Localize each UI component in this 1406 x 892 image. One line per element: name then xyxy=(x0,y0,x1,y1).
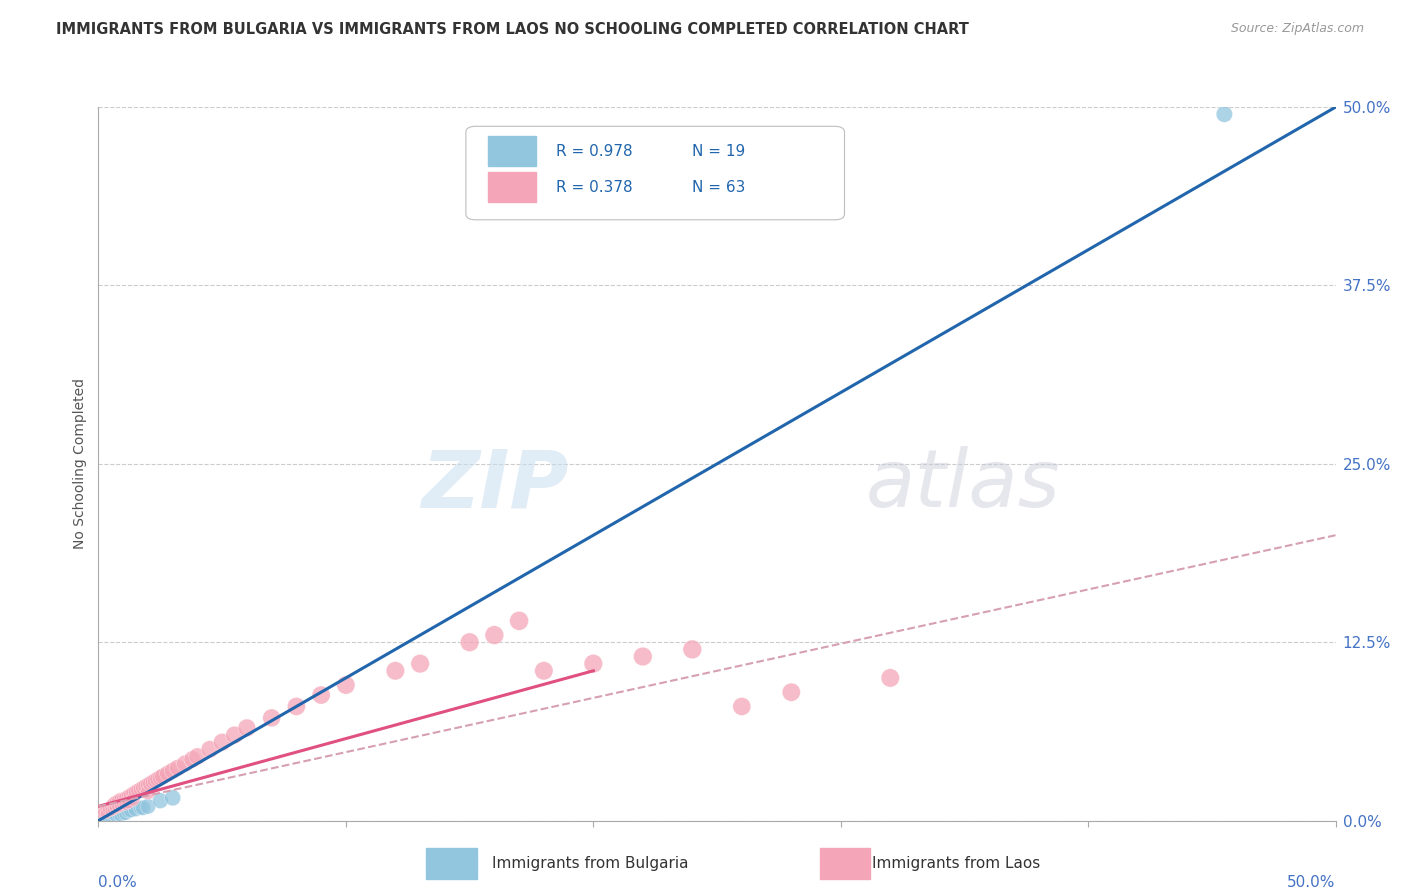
Point xyxy=(124,785,146,799)
Point xyxy=(103,797,125,811)
Text: Source: ZipAtlas.com: Source: ZipAtlas.com xyxy=(1230,22,1364,36)
Point xyxy=(94,804,117,818)
Point xyxy=(149,771,172,785)
Point xyxy=(100,804,122,818)
Point xyxy=(104,795,127,809)
Point xyxy=(731,699,754,714)
Y-axis label: No Schooling Completed: No Schooling Completed xyxy=(73,378,87,549)
Point xyxy=(384,664,406,678)
Point xyxy=(681,642,703,657)
Point xyxy=(112,792,135,806)
Point xyxy=(97,802,120,816)
Point xyxy=(112,806,135,821)
Point xyxy=(110,808,132,822)
Point xyxy=(107,794,129,808)
Text: 50.0%: 50.0% xyxy=(1288,875,1336,890)
Point xyxy=(533,664,555,678)
Point xyxy=(146,772,169,787)
Text: ZIP: ZIP xyxy=(422,446,568,524)
Point xyxy=(149,794,172,808)
Point xyxy=(132,801,155,815)
Text: Immigrants from Bulgaria: Immigrants from Bulgaria xyxy=(492,856,689,871)
Point xyxy=(120,788,142,802)
FancyBboxPatch shape xyxy=(488,136,537,166)
Point xyxy=(211,735,233,749)
Text: R = 0.378: R = 0.378 xyxy=(557,180,633,195)
Point xyxy=(100,799,122,814)
Point xyxy=(93,805,115,819)
Point xyxy=(117,795,139,809)
Point xyxy=(162,790,184,805)
Point xyxy=(110,797,132,812)
Point xyxy=(508,614,530,628)
Point xyxy=(582,657,605,671)
Point xyxy=(285,699,308,714)
Point xyxy=(103,811,125,825)
Point xyxy=(132,780,155,795)
Point xyxy=(120,804,142,818)
Text: N = 19: N = 19 xyxy=(692,145,745,160)
Point xyxy=(104,809,127,823)
Point xyxy=(143,773,166,788)
Point xyxy=(90,806,112,821)
Point xyxy=(166,761,188,775)
Point xyxy=(117,789,139,804)
Point xyxy=(139,776,162,790)
Text: atlas: atlas xyxy=(866,446,1060,524)
Point xyxy=(94,806,117,821)
Point xyxy=(122,787,145,801)
Point xyxy=(162,764,184,778)
FancyBboxPatch shape xyxy=(465,127,845,219)
Point xyxy=(136,799,159,814)
Point xyxy=(879,671,901,685)
Point xyxy=(335,678,357,692)
Point xyxy=(134,780,156,794)
Point xyxy=(186,749,208,764)
Point xyxy=(309,688,332,702)
Point xyxy=(156,766,179,780)
Text: N = 63: N = 63 xyxy=(692,180,745,195)
Point xyxy=(93,812,115,826)
Text: R = 0.978: R = 0.978 xyxy=(557,145,633,160)
Point xyxy=(129,782,152,797)
Point xyxy=(631,649,654,664)
Point xyxy=(107,799,129,814)
Point xyxy=(103,802,125,816)
Point xyxy=(780,685,803,699)
Point xyxy=(484,628,506,642)
Point xyxy=(104,801,127,815)
Point xyxy=(124,802,146,816)
Point xyxy=(112,797,135,811)
Point xyxy=(100,809,122,823)
Point xyxy=(127,783,149,797)
Point xyxy=(198,742,221,756)
Point xyxy=(174,756,197,771)
Point xyxy=(224,728,246,742)
Text: IMMIGRANTS FROM BULGARIA VS IMMIGRANTS FROM LAOS NO SCHOOLING COMPLETED CORRELAT: IMMIGRANTS FROM BULGARIA VS IMMIGRANTS F… xyxy=(56,22,969,37)
Point xyxy=(409,657,432,671)
Point xyxy=(122,792,145,806)
Point xyxy=(1213,107,1236,121)
Point xyxy=(110,792,132,806)
Point xyxy=(97,811,120,825)
Point xyxy=(181,752,204,766)
Point xyxy=(114,806,136,821)
Point xyxy=(260,711,283,725)
Point xyxy=(236,721,259,735)
Text: Immigrants from Laos: Immigrants from Laos xyxy=(872,856,1040,871)
Point xyxy=(103,806,125,821)
Point xyxy=(114,790,136,805)
Point xyxy=(129,801,152,815)
Point xyxy=(152,769,174,783)
Point xyxy=(107,808,129,822)
Point xyxy=(114,797,136,811)
Point xyxy=(136,778,159,792)
Text: 0.0%: 0.0% xyxy=(98,875,138,890)
Point xyxy=(136,785,159,799)
Point xyxy=(458,635,481,649)
FancyBboxPatch shape xyxy=(488,171,537,202)
Point xyxy=(142,775,165,789)
Point xyxy=(117,804,139,818)
